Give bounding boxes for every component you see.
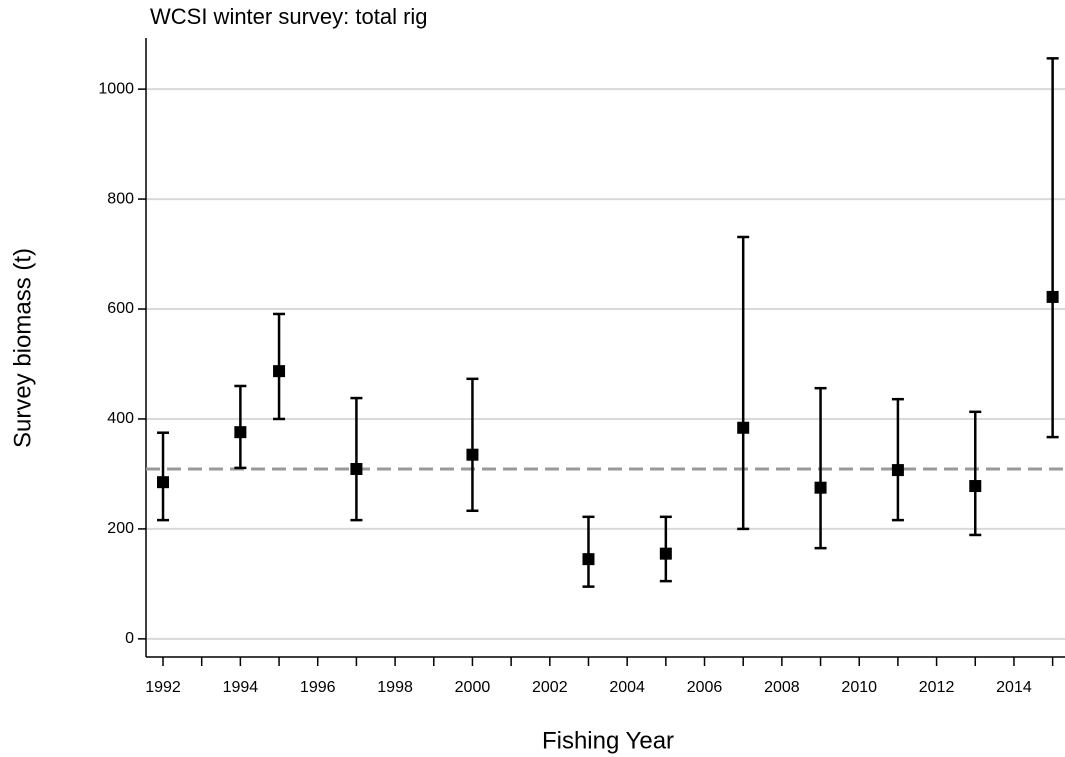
point <box>582 553 595 566</box>
x-tick-label: 2006 <box>687 679 723 696</box>
x-tick-label: 2014 <box>996 679 1032 696</box>
x-tick-label: 1994 <box>223 679 259 696</box>
y-tick-label: 800 <box>107 190 134 207</box>
x-tick-label: 2000 <box>455 679 491 696</box>
x-tick-label: 1996 <box>300 679 336 696</box>
x-tick-label: 1998 <box>377 679 413 696</box>
point <box>350 462 363 475</box>
y-axis-label: Survey biomass (t) <box>9 248 36 448</box>
x-tick-label: 2002 <box>532 679 568 696</box>
point <box>1046 290 1059 303</box>
point <box>157 476 170 489</box>
y-tick-label: 200 <box>107 520 134 537</box>
x-axis-label: Fishing Year <box>542 727 674 754</box>
point <box>737 421 750 434</box>
point <box>466 448 479 461</box>
point <box>814 481 827 494</box>
point <box>969 480 982 493</box>
x-tick-label: 1992 <box>145 679 181 696</box>
x-tick-label: 2004 <box>609 679 645 696</box>
x-tick-label: 2012 <box>919 679 955 696</box>
point <box>273 365 286 378</box>
x-tick-label: 2010 <box>841 679 877 696</box>
x-tick-label: 2008 <box>764 679 800 696</box>
point <box>891 464 904 477</box>
y-tick-label: 400 <box>107 410 134 427</box>
point <box>659 547 672 560</box>
y-tick-label: 600 <box>107 300 134 317</box>
y-tick-label: 0 <box>125 630 134 647</box>
point <box>234 426 247 439</box>
y-tick-label: 1000 <box>98 80 134 97</box>
chart-title: WCSI winter survey: total rig <box>150 4 428 29</box>
